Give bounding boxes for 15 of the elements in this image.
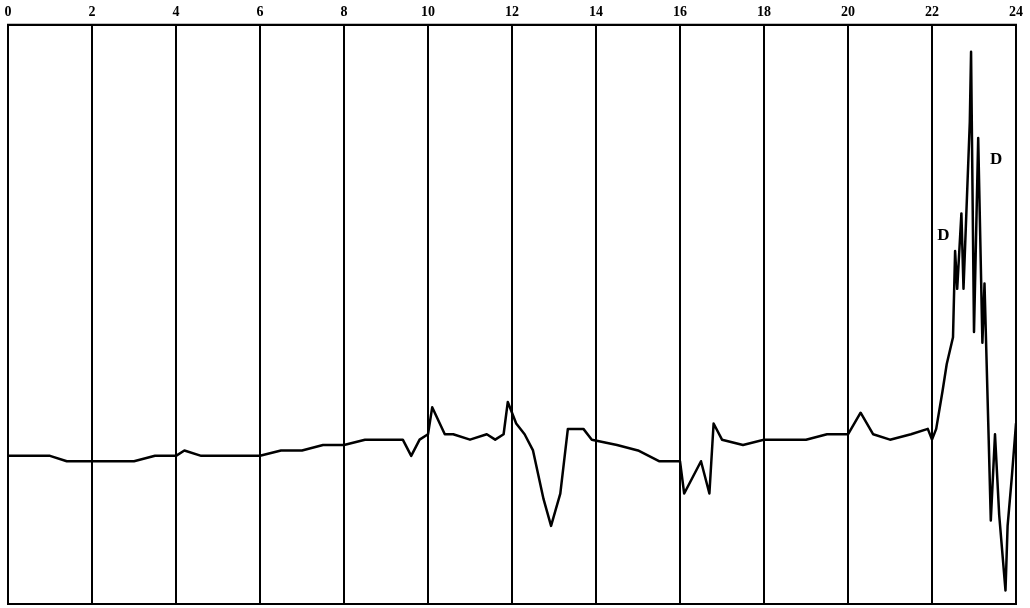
x-tick-label: 22: [925, 4, 939, 20]
x-tick-label: 6: [256, 4, 264, 20]
x-tick-label: 2: [88, 4, 96, 20]
x-tick-label: 20: [841, 4, 855, 20]
x-tick-label: 12: [505, 4, 519, 20]
x-tick-label: 18: [757, 4, 771, 20]
x-tick-label: 16: [673, 4, 687, 20]
x-tick-label: 24: [1009, 4, 1023, 20]
x-tick-label: 0: [4, 4, 12, 20]
x-tick-label: 10: [421, 4, 435, 20]
annotation: D: [990, 149, 1003, 169]
x-tick-label: 14: [589, 4, 603, 20]
x-tick-label: 4: [172, 4, 180, 20]
annotation: D: [937, 224, 950, 244]
x-tick-label: 8: [340, 4, 348, 20]
